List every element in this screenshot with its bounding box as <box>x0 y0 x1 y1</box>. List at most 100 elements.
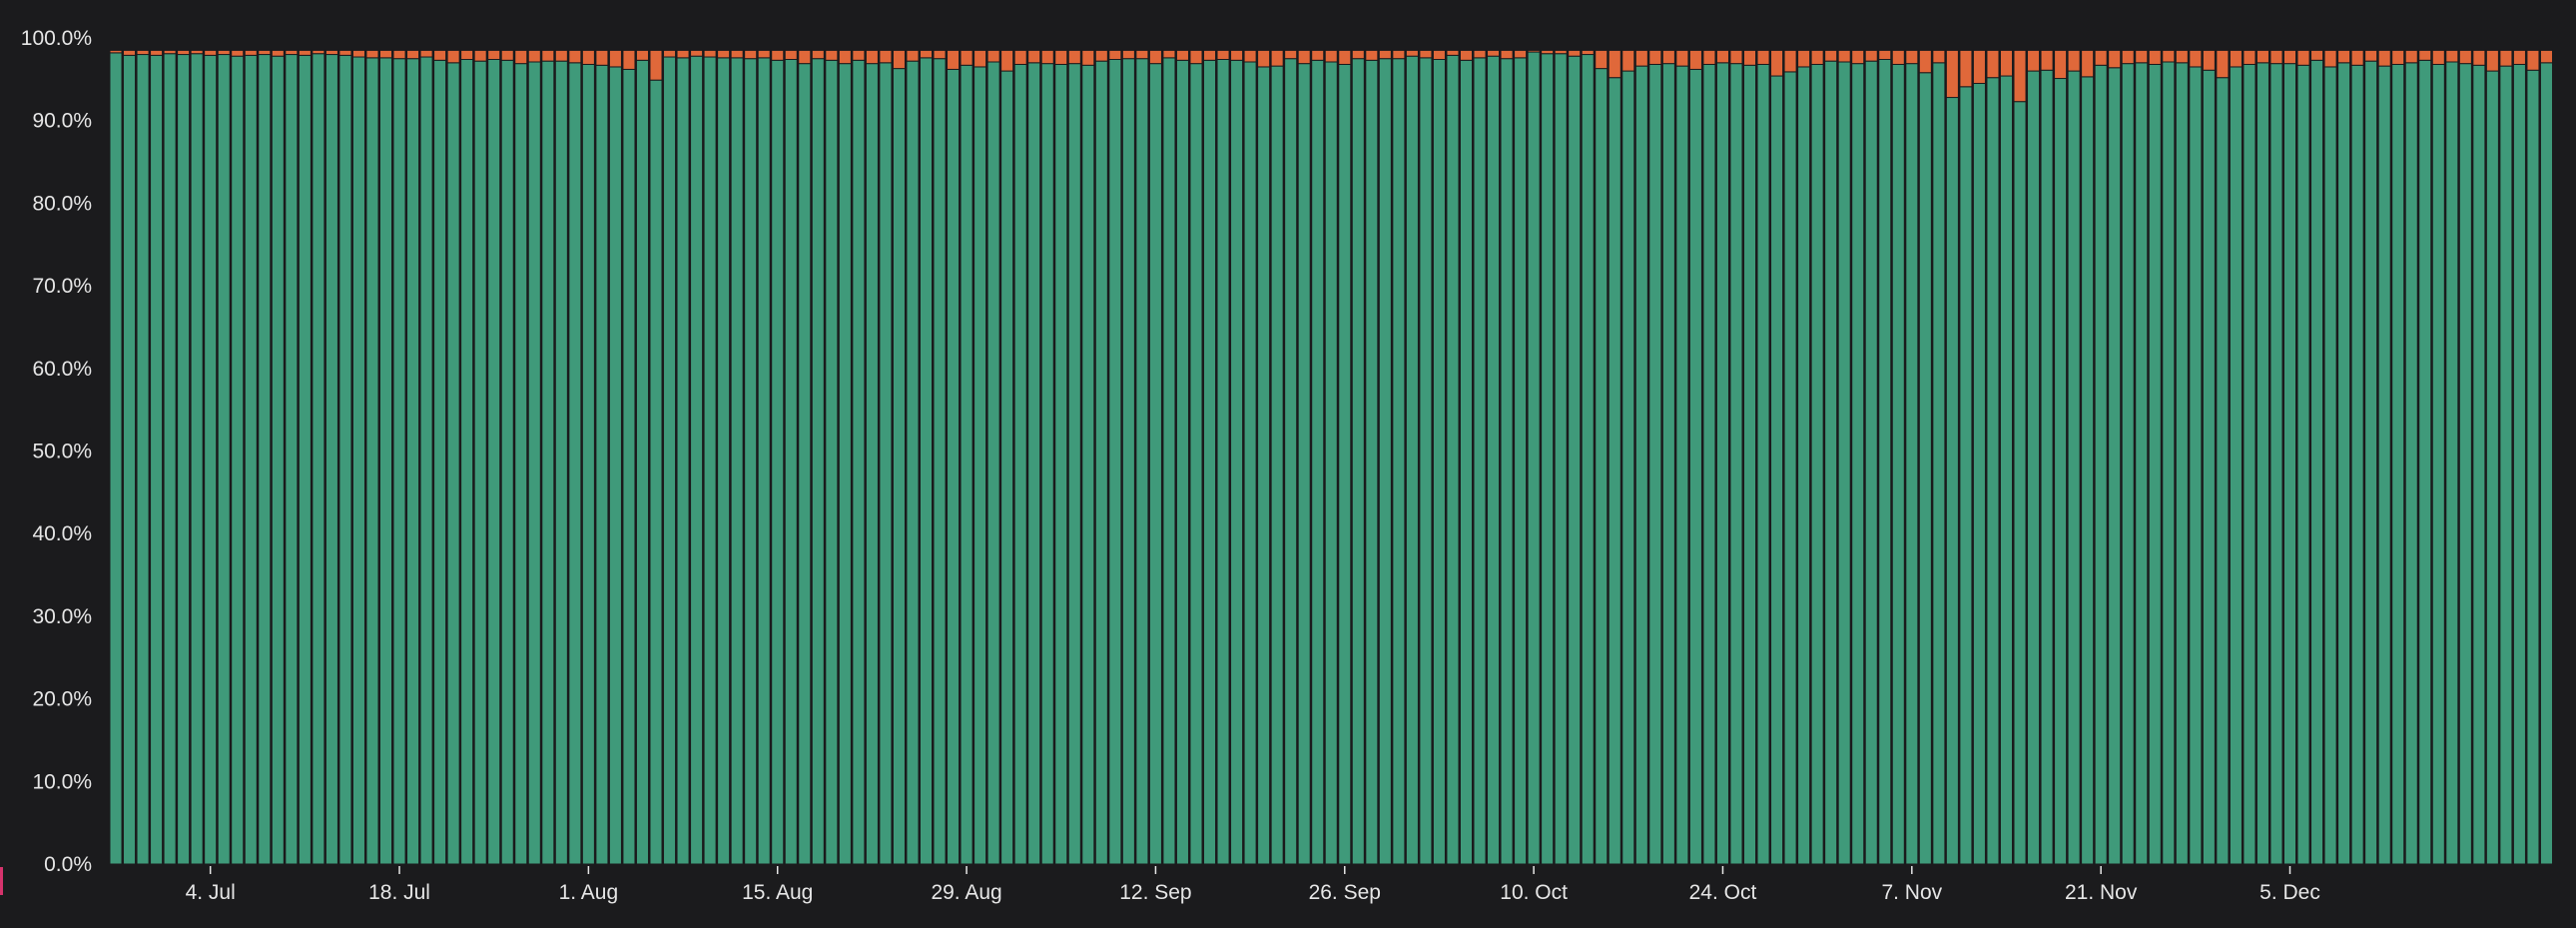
bar-positive[interactable] <box>1162 57 1176 865</box>
bar-negative[interactable] <box>271 49 285 57</box>
bar-negative[interactable] <box>2269 49 2283 65</box>
bar-positive[interactable] <box>1500 58 1514 865</box>
bar-negative[interactable] <box>1514 49 1528 59</box>
bar-positive[interactable] <box>1986 77 2000 865</box>
bar-negative[interactable] <box>379 49 393 59</box>
bar-negative[interactable] <box>2162 49 2176 63</box>
bar-negative[interactable] <box>204 49 218 56</box>
bar-positive[interactable] <box>1905 63 1919 865</box>
bar-positive[interactable] <box>258 54 272 865</box>
bar-negative[interactable] <box>2350 49 2364 66</box>
bar-positive[interactable] <box>365 57 379 865</box>
bar-negative[interactable] <box>1743 49 1757 66</box>
bar-negative[interactable] <box>324 49 338 56</box>
bar-positive[interactable] <box>676 57 690 865</box>
bar-positive[interactable] <box>1702 63 1716 865</box>
bar-positive[interactable] <box>1999 75 2013 865</box>
bar-positive[interactable] <box>1715 62 1729 865</box>
bar-positive[interactable] <box>730 57 744 865</box>
bar-positive[interactable] <box>1675 65 1689 865</box>
bar-negative[interactable] <box>2472 49 2486 66</box>
bar-positive[interactable] <box>1797 66 1811 865</box>
bar-negative[interactable] <box>1634 49 1648 67</box>
bar-positive[interactable] <box>2121 63 2135 865</box>
bar-negative[interactable] <box>123 49 137 56</box>
bar-negative[interactable] <box>1608 49 1621 79</box>
bar-positive[interactable] <box>2350 64 2364 865</box>
bar-positive[interactable] <box>2310 59 2324 865</box>
bar-negative[interactable] <box>703 49 717 58</box>
bar-negative[interactable] <box>1257 49 1271 68</box>
bar-positive[interactable] <box>690 55 704 865</box>
bar-negative[interactable] <box>2135 49 2149 64</box>
bar-positive[interactable] <box>2243 63 2256 865</box>
bar-negative[interactable] <box>1243 49 1257 63</box>
bar-positive[interactable] <box>177 54 191 865</box>
bar-positive[interactable] <box>771 59 785 865</box>
bar-positive[interactable] <box>2135 62 2149 865</box>
bar-positive[interactable] <box>1108 59 1122 865</box>
bar-negative[interactable] <box>1500 49 1514 60</box>
bar-positive[interactable] <box>1945 97 1959 865</box>
bar-negative[interactable] <box>986 49 1000 63</box>
bar-negative[interactable] <box>1203 49 1217 61</box>
bar-positive[interactable] <box>1297 63 1311 865</box>
bar-positive[interactable] <box>1432 59 1446 865</box>
bar-negative[interactable] <box>1675 49 1689 67</box>
bar-negative[interactable] <box>1135 49 1149 60</box>
bar-negative[interactable] <box>285 49 299 56</box>
bar-positive[interactable] <box>947 68 961 865</box>
bar-positive[interactable] <box>500 59 514 865</box>
bar-positive[interactable] <box>933 58 947 865</box>
bar-positive[interactable] <box>1783 71 1797 865</box>
bar-positive[interactable] <box>2526 69 2540 865</box>
bar-negative[interactable] <box>798 49 812 65</box>
bar-negative[interactable] <box>1527 49 1541 53</box>
bar-negative[interactable] <box>1851 49 1865 65</box>
bar-positive[interactable] <box>892 68 906 865</box>
bar-positive[interactable] <box>1392 58 1406 865</box>
bar-positive[interactable] <box>1365 59 1379 865</box>
bar-negative[interactable] <box>2202 49 2216 71</box>
bar-negative[interactable] <box>1688 49 1702 70</box>
bar-negative[interactable] <box>1148 49 1162 65</box>
bar-positive[interactable] <box>1121 58 1135 865</box>
bar-positive[interactable] <box>986 61 1000 865</box>
bar-negative[interactable] <box>1541 49 1555 55</box>
bar-positive[interactable] <box>1216 59 1230 865</box>
bar-positive[interactable] <box>2269 63 2283 865</box>
bar-negative[interactable] <box>1770 49 1784 77</box>
bar-positive[interactable] <box>541 60 555 865</box>
bar-negative[interactable] <box>1175 49 1189 61</box>
bar-positive[interactable] <box>973 66 987 865</box>
bar-negative[interactable] <box>258 49 272 56</box>
bar-negative[interactable] <box>1405 49 1419 57</box>
bar-negative[interactable] <box>1108 49 1122 61</box>
bar-negative[interactable] <box>784 49 798 61</box>
bar-negative[interactable] <box>1891 49 1905 65</box>
bar-positive[interactable] <box>1837 61 1851 865</box>
bar-positive[interactable] <box>406 58 420 865</box>
bar-negative[interactable] <box>1311 49 1325 61</box>
bar-positive[interactable] <box>285 54 299 865</box>
bar-positive[interactable] <box>1541 53 1555 865</box>
bar-negative[interactable] <box>1945 49 1959 99</box>
bar-negative[interactable] <box>730 49 744 59</box>
bar-positive[interactable] <box>1311 59 1325 865</box>
bar-negative[interactable] <box>1446 49 1460 56</box>
bar-negative[interactable] <box>1715 49 1729 64</box>
bar-negative[interactable] <box>2377 49 2391 67</box>
bar-negative[interactable] <box>1081 49 1095 66</box>
bar-positive[interactable] <box>1729 63 1743 865</box>
bar-negative[interactable] <box>1797 49 1811 68</box>
bar-positive[interactable] <box>717 57 731 865</box>
bar-negative[interactable] <box>2485 49 2499 72</box>
bar-negative[interactable] <box>581 49 595 65</box>
bar-positive[interactable] <box>1284 58 1298 865</box>
bar-negative[interactable] <box>1864 49 1878 62</box>
bar-positive[interactable] <box>231 55 245 865</box>
bar-positive[interactable] <box>312 53 325 865</box>
bar-positive[interactable] <box>825 59 839 865</box>
bar-positive[interactable] <box>2255 62 2269 865</box>
bar-negative[interactable] <box>406 49 420 60</box>
